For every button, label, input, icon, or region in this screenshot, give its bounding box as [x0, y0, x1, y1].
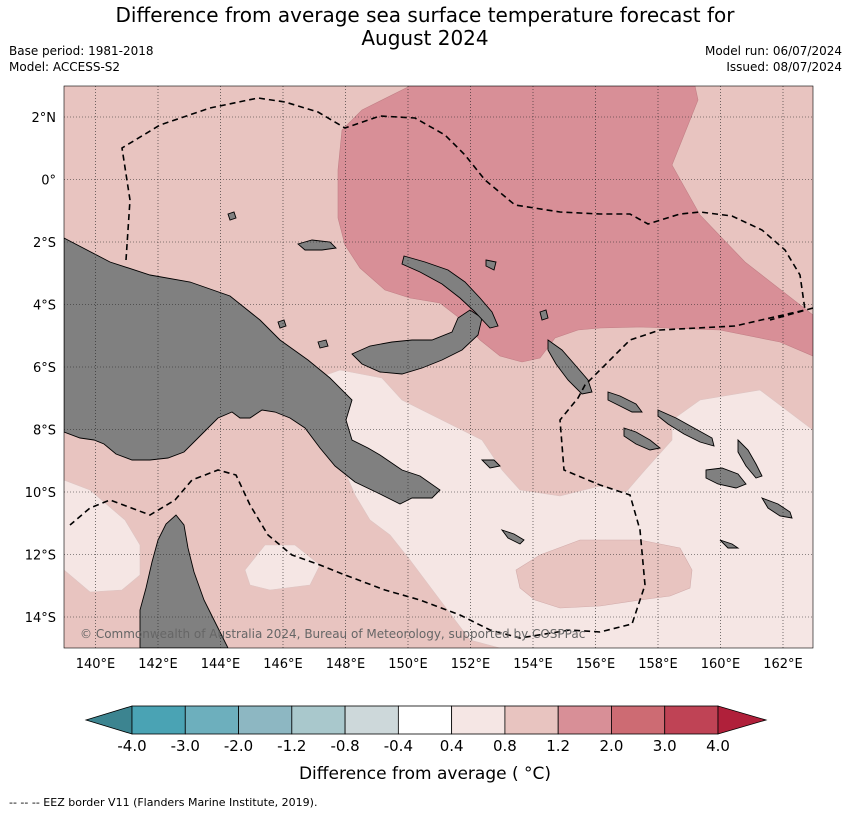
meta-left: Base period: 1981-2018 Model: ACCESS-S2 — [9, 43, 154, 75]
colorbar-segment — [291, 705, 346, 735]
new-hanover — [485, 259, 497, 271]
cape-york — [139, 514, 229, 648]
colorbar-tick-label: -3.0 — [171, 737, 200, 755]
lon-tick-label: 154°E — [513, 657, 553, 672]
longitude-labels: 140°E 142°E 144°E 146°E 148°E 150°E 152°E 154°E… — [76, 657, 803, 672]
lon-tick-label: 146°E — [263, 657, 303, 672]
new-ireland — [401, 255, 499, 329]
lat-tick-label: 2°S — [33, 236, 56, 251]
latitude-labels: 2°N 0° 2°S 4°S 6°S 8°S 10°S 12°S 14°S — [25, 111, 56, 626]
copyright-notice: © Commonwealth of Australia 2024, Bureau… — [80, 627, 585, 641]
issued-date: Issued: 08/07/2024 — [726, 60, 842, 74]
lon-tick-label: 148°E — [326, 657, 366, 672]
lon-tick-label: 142°E — [138, 657, 178, 672]
colorbar-segment — [238, 705, 293, 735]
colorbar-tick-label: 1.2 — [546, 737, 570, 755]
map-content — [64, 86, 813, 648]
colorbar-tick-label: -2.0 — [224, 737, 253, 755]
anomaly-region-0.8-1.2-inner — [515, 539, 693, 609]
lat-tick-label: 4°S — [33, 299, 56, 314]
lon-tick-label: 160°E — [701, 657, 741, 672]
eez-border-png — [69, 97, 806, 639]
colorbar-segment — [504, 705, 559, 735]
lat-tick-label: 10°S — [25, 486, 56, 501]
model-run: Model run: 06/07/2024 — [704, 44, 842, 58]
lon-tick-label: 156°E — [576, 657, 616, 672]
lat-tick-label: 0° — [41, 174, 56, 189]
islet-a — [277, 319, 287, 329]
anomaly-region-0.4-0.8-coral-sea — [244, 544, 321, 591]
lat-tick-label: 12°S — [25, 549, 56, 564]
goodenough — [480, 459, 501, 469]
model-name: Model: ACCESS-S2 — [9, 60, 121, 74]
colorbar-segment — [611, 705, 666, 735]
lat-tick-label: 14°S — [25, 611, 56, 626]
guadalcanal — [705, 467, 747, 489]
colorbar-tick-label: -0.8 — [330, 737, 359, 755]
louisiade — [500, 529, 525, 545]
title-line-1: Difference from average sea surface temp… — [115, 3, 735, 27]
meta-right: Model run: 06/07/2024 Issued: 08/07/2024 — [705, 43, 842, 75]
bougainville — [547, 339, 593, 395]
colorbar-segment — [664, 705, 719, 735]
map-frame — [63, 85, 814, 649]
lat-tick-label: 2°N — [32, 111, 57, 126]
lon-tick-label: 152°E — [451, 657, 491, 672]
lon-tick-label: 144°E — [201, 657, 241, 672]
anomaly-region-0.4-0.8-southwest — [64, 479, 141, 593]
manus-island — [297, 239, 337, 251]
colorbar-tick-label: -4.0 — [117, 737, 146, 755]
lon-tick-label: 158°E — [638, 657, 678, 672]
colorbar-tick-label: -0.4 — [384, 737, 413, 755]
islet-b — [317, 339, 329, 349]
colorbar-tick-label: -1.2 — [277, 737, 306, 755]
lon-tick-label: 150°E — [388, 657, 428, 672]
malaita — [737, 438, 763, 479]
colorbar-segment — [344, 705, 399, 735]
lat-tick-label: 8°S — [33, 424, 56, 439]
lon-tick-label: 162°E — [763, 657, 803, 672]
santa-isabel — [657, 409, 715, 447]
lon-tick-label: 140°E — [76, 657, 116, 672]
colorbar-extend-high — [717, 705, 768, 735]
makira — [760, 497, 793, 519]
islet-d — [227, 211, 237, 221]
eez-footnote: -- -- -- EEZ border V11 (Flanders Marine… — [9, 796, 318, 809]
chart-title: Difference from average sea surface temp… — [0, 4, 850, 50]
title-line-2: August 2024 — [361, 26, 489, 50]
colorbar-tick-label: 0.4 — [440, 737, 464, 755]
colorbar-tick-label: 0.8 — [493, 737, 517, 755]
colorbar-segment — [451, 705, 506, 735]
colorbar: -4.0 -3.0 -2.0 -1.2 -0.8 -0.4 0.4 0.8 1.2 2.0 3.0 4… — [84, 705, 768, 755]
colorbar-segment — [397, 705, 453, 735]
colorbar-segment — [131, 705, 186, 735]
eez-borders — [69, 97, 813, 639]
colorbar-tick-label: 3.0 — [653, 737, 677, 755]
gridlines — [64, 86, 813, 648]
colorbar-tick-label: 2.0 — [600, 737, 624, 755]
islet-c — [539, 309, 549, 321]
base-period: Base period: 1981-2018 — [9, 44, 154, 58]
colorbar-segment — [557, 705, 612, 735]
colorbar-tick-label: 4.0 — [706, 737, 730, 755]
colorbar-segment — [184, 705, 239, 735]
colorbar-extend-low — [84, 705, 133, 735]
lat-tick-label: 6°S — [33, 361, 56, 376]
colorbar-label: Difference from average ( °C) — [298, 764, 552, 784]
eez-border-solomon — [769, 307, 813, 321]
new-georgia — [623, 427, 662, 451]
rennell — [719, 539, 740, 549]
choiseul — [607, 391, 643, 413]
